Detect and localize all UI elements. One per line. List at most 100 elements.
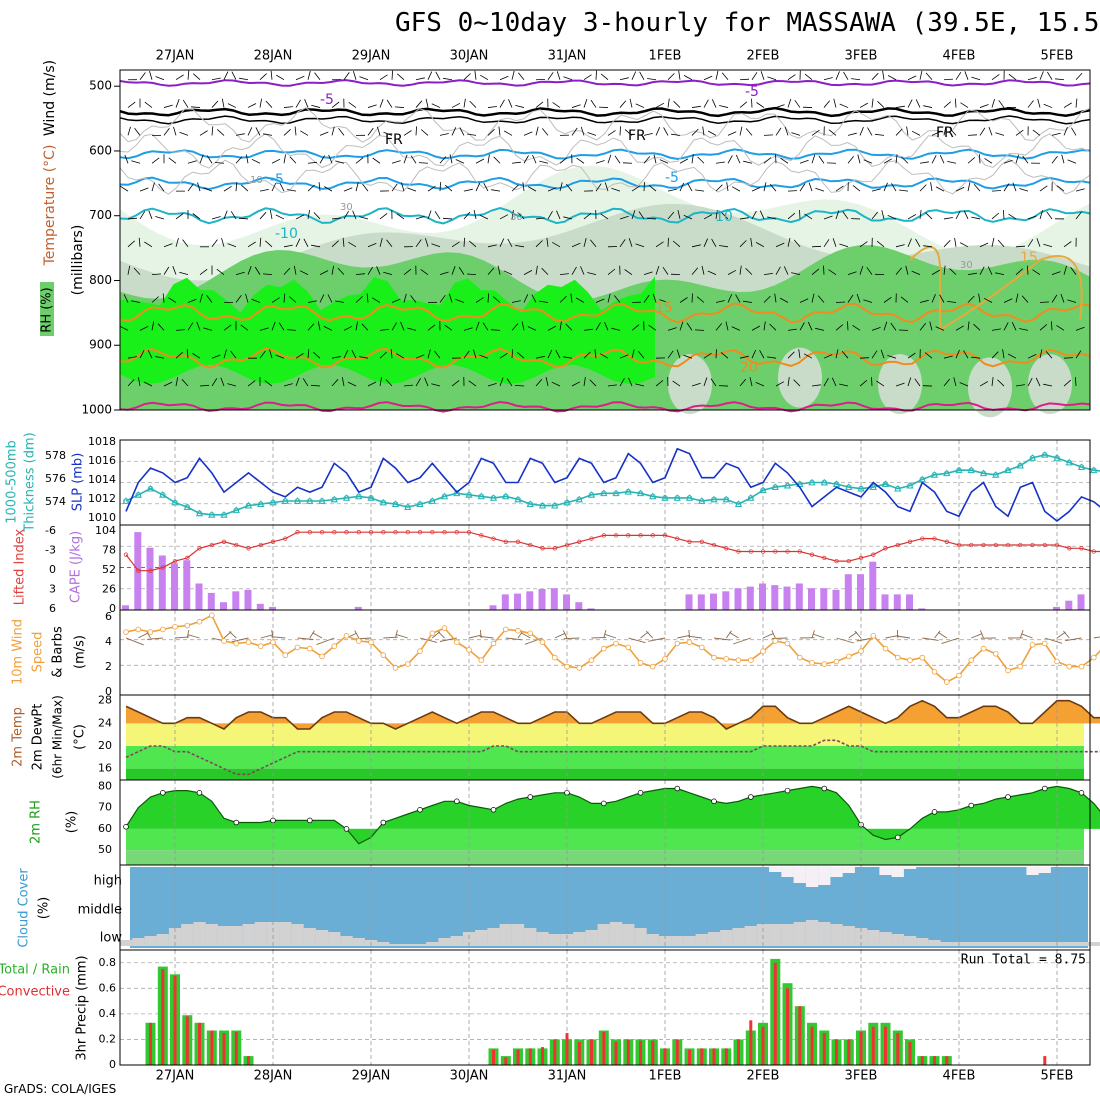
wind-barb (1036, 238, 1041, 247)
thickness-point (845, 483, 853, 491)
wind-barb (396, 353, 405, 359)
wind-barb (199, 268, 208, 275)
wind-barb (331, 217, 342, 220)
thickness-point (293, 497, 302, 504)
wind-barb (774, 293, 777, 303)
bottom-date-label: 1FEB (649, 1069, 682, 1084)
cape-bar (844, 574, 852, 610)
wind-barb (355, 157, 364, 164)
wind-barb (794, 99, 801, 108)
wind-barb (955, 98, 957, 108)
wind-barb (978, 293, 981, 303)
wind-barb (672, 240, 681, 248)
wind-barb (415, 126, 417, 136)
lifted-index-point (564, 542, 570, 548)
precip-convective-bar (810, 1026, 814, 1065)
wind-speed-line-point (1029, 641, 1036, 648)
wind-speed-line-point (184, 622, 191, 629)
wind-barb (473, 349, 477, 359)
wind-barb (559, 182, 563, 192)
lifted-index-point (662, 533, 668, 538)
wind-speed-line-point (343, 632, 350, 639)
wind-barb (787, 74, 796, 81)
wind-barb (425, 98, 429, 108)
wind-barb (702, 126, 705, 136)
wind-barb (835, 324, 844, 331)
wind-barb (427, 349, 431, 359)
lifted-index-point (748, 549, 753, 554)
lifted-index-point (981, 542, 986, 548)
lifted-index-point (687, 539, 692, 544)
wind-barb (930, 182, 933, 192)
wind-barb (711, 99, 717, 108)
wind-barb (955, 186, 965, 192)
wind-barb-10m (812, 633, 825, 639)
wind-barb (726, 182, 729, 192)
lifted-index-point (417, 530, 423, 535)
wind-barb (859, 102, 868, 108)
cloud-low-bar (560, 934, 574, 946)
lifted-index-point (650, 533, 655, 538)
wind-barb (1003, 298, 1013, 303)
thickness-point (894, 484, 902, 492)
wind-barb (1051, 271, 1061, 276)
pressure-tick-label: 1000 (81, 403, 112, 417)
wind-barb (807, 321, 813, 331)
cloud-low-bar (573, 932, 586, 946)
wind-barb (211, 126, 214, 136)
wind-barb (815, 187, 825, 192)
cape-bar (220, 602, 227, 610)
wind-barb (631, 185, 640, 192)
wind-barb (947, 161, 957, 164)
wind-barb (907, 214, 916, 220)
wind-barb (119, 325, 129, 331)
wind-barb (998, 100, 1005, 108)
wind-barb (463, 237, 465, 247)
wind-barb-10m (1044, 637, 1063, 644)
wind-barb (775, 127, 782, 136)
wind-barb (959, 382, 969, 387)
wind-barb (832, 238, 837, 247)
wind-barb (877, 101, 885, 108)
bottom-date-label: 3FEB (845, 1069, 878, 1084)
wind-barb (427, 324, 436, 331)
rh-tick-label: 60 (98, 822, 112, 835)
wind-barb (828, 129, 837, 136)
cloud-low-bar (119, 940, 133, 946)
cloud-low-bar (830, 924, 843, 946)
thickness-point (612, 489, 620, 497)
wind-barb (973, 323, 981, 331)
wind-barb (163, 104, 173, 108)
wind-barb (787, 328, 797, 331)
wind-barb (676, 349, 681, 359)
wind-barb (139, 211, 146, 220)
wind-barb (155, 356, 165, 359)
wind-barb (823, 215, 833, 220)
cloud-label-1: Cloud Cover (17, 868, 32, 948)
wind-barb (763, 321, 766, 331)
wind-barb (971, 216, 981, 220)
rh-point (968, 802, 975, 809)
cape-bar (906, 594, 913, 610)
wind-barb (808, 182, 813, 192)
wind-barb (583, 98, 588, 108)
wind-barb (299, 270, 309, 276)
cloud-low-bar (401, 944, 414, 946)
thickness-point (440, 492, 449, 500)
precip-label-total: Total / Rain (0, 963, 70, 978)
cloud-low-bar (977, 942, 990, 946)
wind-barb (967, 295, 975, 303)
wind-barb (468, 240, 477, 248)
wind-barb (667, 98, 670, 108)
lifted-index-point (1079, 546, 1084, 551)
wind-barb (614, 155, 621, 164)
wind-barb (842, 211, 849, 220)
thickness-point (183, 503, 191, 511)
wind-barb (351, 350, 357, 359)
wind-barb (372, 297, 381, 303)
precip-convective-bar (798, 1006, 802, 1065)
wind-barb (337, 267, 345, 275)
wind-barb (541, 267, 549, 275)
wind-barb (211, 378, 218, 387)
wind-barb (793, 379, 801, 387)
